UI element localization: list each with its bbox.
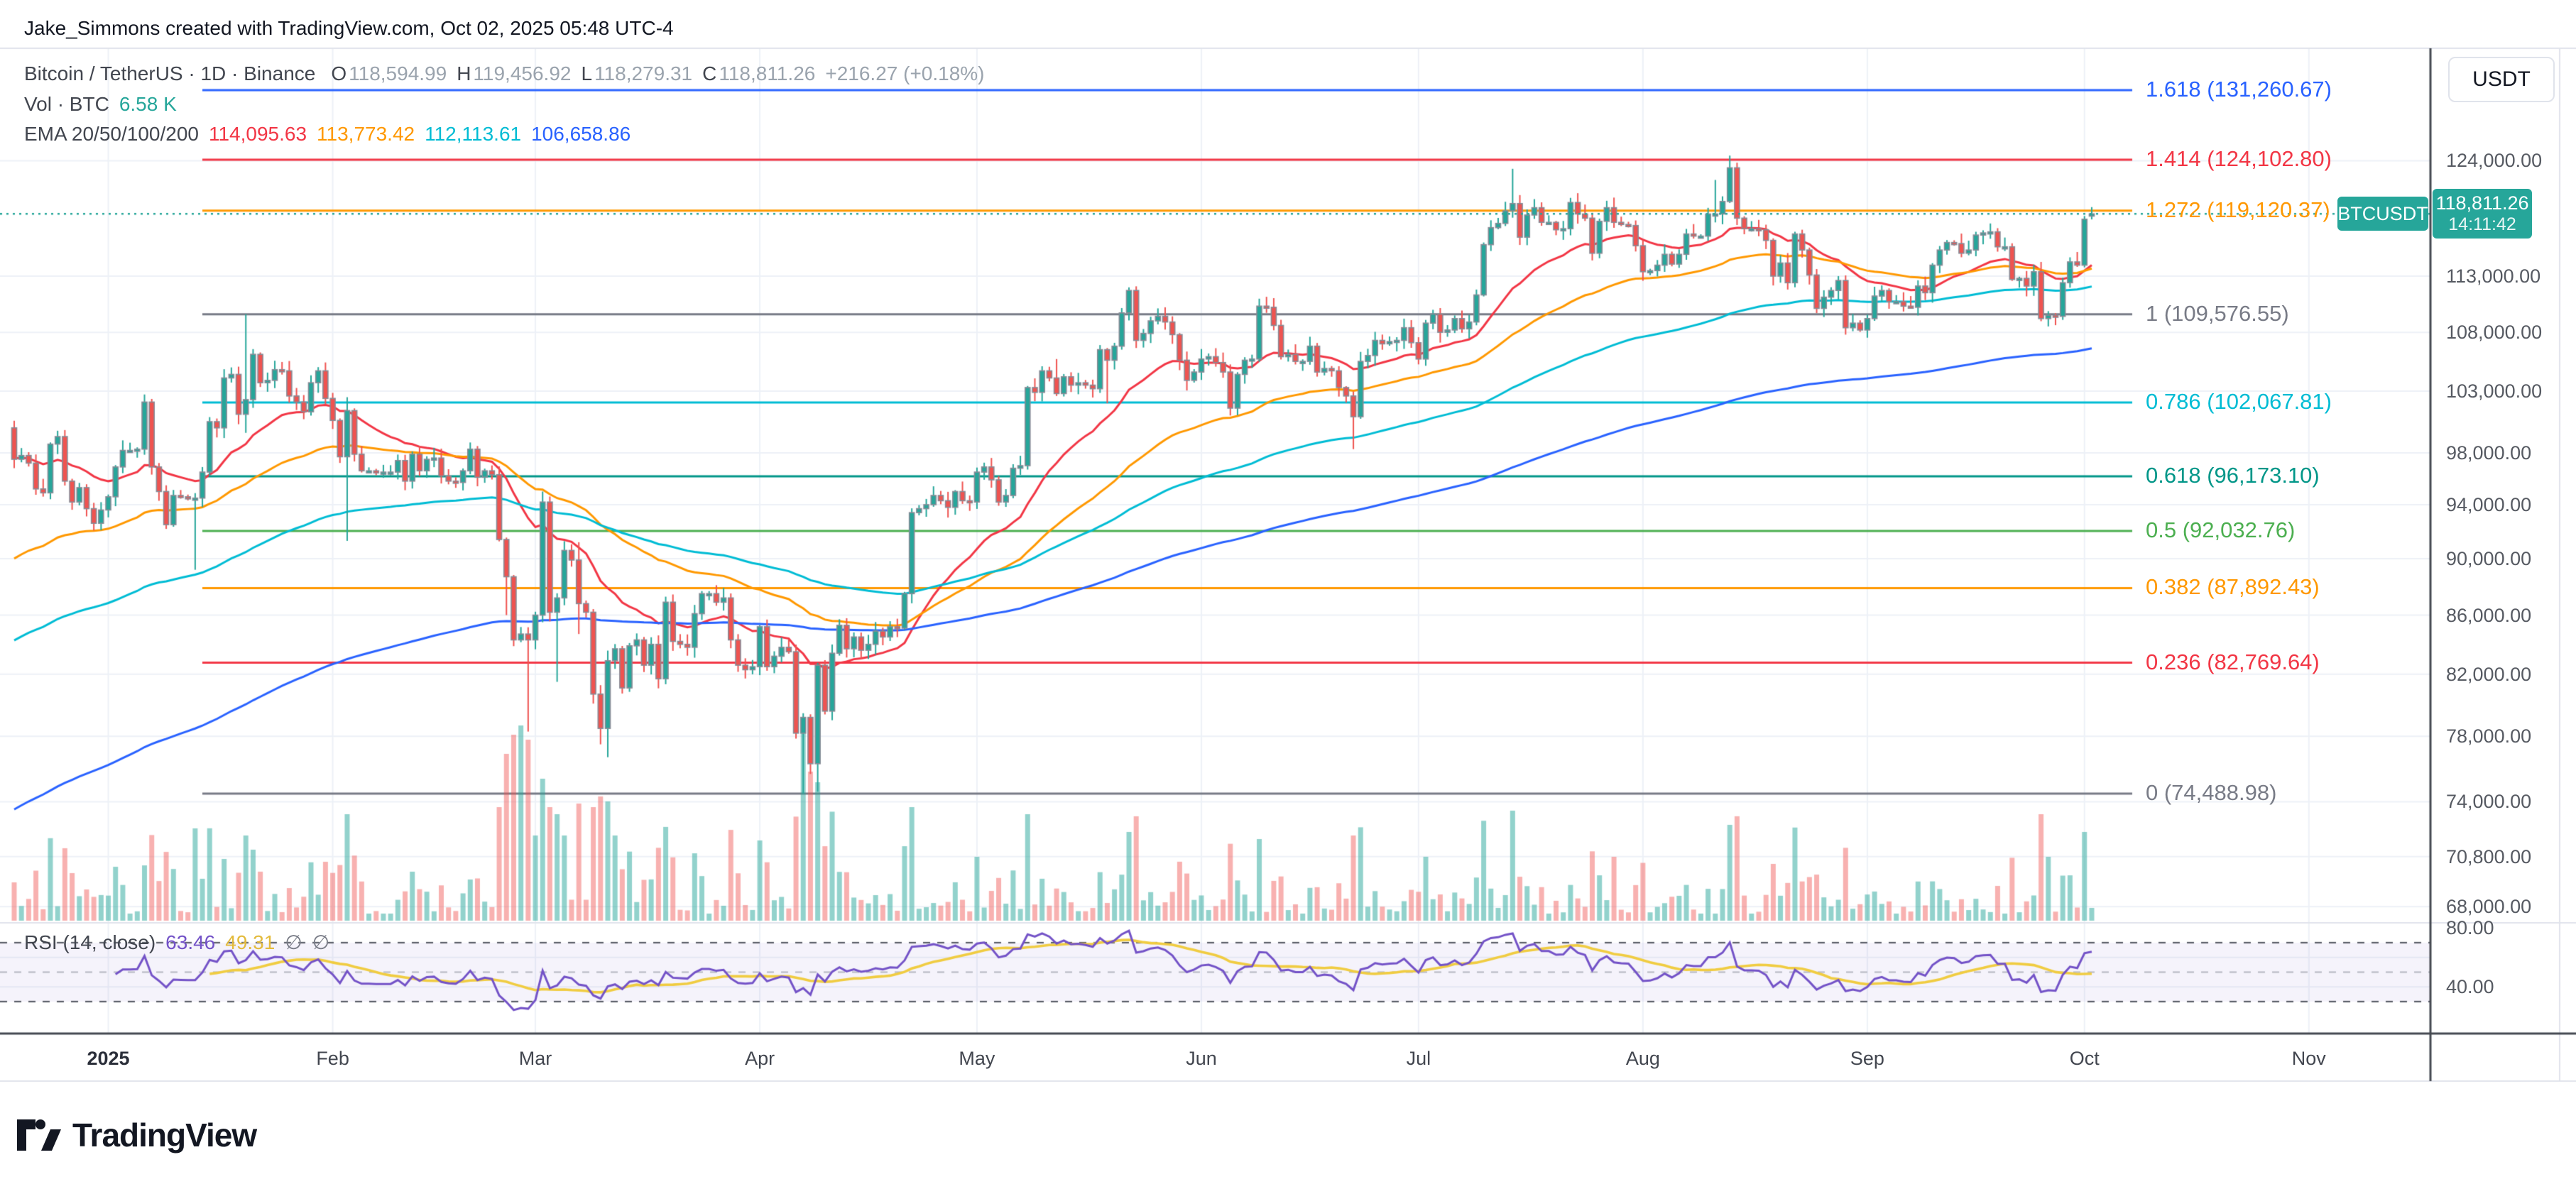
- price-tick-label: 86,000.00: [2446, 604, 2532, 626]
- price-tick-label: 74,000.00: [2446, 791, 2532, 813]
- time-axis-label-Apr: Apr: [745, 1048, 775, 1069]
- fib-level-label-0.236: 0.236 (82,769.64): [2146, 649, 2320, 674]
- time-axis-label-Jun: Jun: [1186, 1048, 1217, 1069]
- bar-close-countdown: 14:11:42: [2448, 214, 2516, 235]
- price-tick-label: 82,000.00: [2446, 663, 2532, 685]
- price-tick-label: 78,000.00: [2446, 725, 2532, 747]
- price-tick-label: 108,000.00: [2446, 322, 2543, 344]
- rsi-lower-band-empty-icon: ∅: [312, 931, 330, 953]
- low-value: L 118,279.31: [581, 62, 693, 84]
- rsi-label: RSI (14, close): [24, 931, 156, 953]
- rsi-value: 63.46: [165, 931, 216, 953]
- change-value: +216.27 (+0.18%): [825, 62, 985, 84]
- price-tick-label: 98,000.00: [2446, 442, 2532, 464]
- credit-line: Jake_Simmons created with TradingView.co…: [24, 17, 674, 39]
- tradingview-logo-text: TradingView: [72, 1117, 257, 1154]
- price-tick-label: 70,800.00: [2446, 845, 2532, 867]
- fib-level-label-1.618: 1.618 (131,260.67): [2146, 76, 2332, 102]
- volume-legend-row[interactable]: Vol · BTC 6.58 K: [24, 93, 177, 116]
- currency-usdt-button[interactable]: USDT: [2448, 57, 2555, 102]
- time-axis-label-Feb: Feb: [316, 1048, 349, 1069]
- rsi-legend-row[interactable]: RSI (14, close) 63.46 49.31 ∅ ∅: [24, 931, 329, 954]
- ema100-value: 112,113.61: [425, 123, 522, 145]
- time-axis-label-Sep: Sep: [1850, 1048, 1884, 1069]
- close-value: C 118,811.26: [702, 62, 816, 84]
- tradingview-logo-icon: [17, 1119, 61, 1151]
- time-axis-label-Aug: Aug: [1625, 1048, 1660, 1069]
- fib-level-label-0.382: 0.382 (87,892.43): [2146, 574, 2320, 600]
- ema50-value: 113,773.42: [317, 123, 415, 145]
- price-tick-label: 124,000.00: [2446, 150, 2543, 172]
- volume-value: 6.58 K: [119, 93, 177, 115]
- rsi-tick-label: 80.00: [2446, 917, 2494, 939]
- fib-level-label-1.272: 1.272 (119,120.37): [2146, 197, 2330, 222]
- time-axis-label-Nov: Nov: [2291, 1048, 2326, 1069]
- open-value: O 118,594.99: [331, 62, 447, 84]
- time-axis-label-Oct: Oct: [2069, 1048, 2100, 1069]
- time-axis-label-2025: 2025: [87, 1048, 130, 1069]
- ema-legend-row[interactable]: EMA 20/50/100/200 114,095.63 113,773.42 …: [24, 123, 631, 146]
- symbol-title: Bitcoin / TetherUS · 1D · Binance: [24, 62, 316, 84]
- ema200-value: 106,658.86: [531, 123, 631, 145]
- fib-level-label-0: 0 (74,488.98): [2146, 779, 2277, 805]
- symbol-price-badge: BTCUSDT: [2337, 197, 2428, 231]
- last-price-label: 118,811.26 14:11:42: [2433, 189, 2532, 239]
- price-tick-label: 94,000.00: [2446, 493, 2532, 515]
- fib-level-label-0.618: 0.618 (96,173.10): [2146, 462, 2320, 488]
- fib-level-label-1: 1 (109,576.55): [2146, 300, 2289, 326]
- tradingview-logo[interactable]: TradingView: [17, 1116, 257, 1154]
- high-value: H 119,456.92: [457, 62, 572, 84]
- fib-level-label-1.414: 1.414 (124,102.80): [2146, 146, 2332, 172]
- time-axis-label-Jul: Jul: [1406, 1048, 1431, 1069]
- fib-level-label-0.5: 0.5 (92,032.76): [2146, 517, 2296, 542]
- ema-label: EMA 20/50/100/200: [24, 123, 199, 145]
- rsi-ma-value: 49.31: [225, 931, 275, 953]
- price-tick-label: 103,000.00: [2446, 380, 2543, 402]
- price-tick-label: 113,000.00: [2446, 265, 2541, 287]
- ema20-value: 114,095.63: [208, 123, 307, 145]
- rsi-upper-band-empty-icon: ∅: [285, 931, 302, 953]
- volume-label: Vol · BTC: [24, 93, 109, 115]
- price-tick-label: 90,000.00: [2446, 548, 2532, 570]
- symbol-legend-row[interactable]: Bitcoin / TetherUS · 1D · Binance O 118,5…: [24, 62, 985, 85]
- fib-level-label-0.786: 0.786 (102,067.81): [2146, 388, 2332, 414]
- time-axis-label-May: May: [959, 1048, 995, 1069]
- time-axis-label-Mar: Mar: [518, 1048, 552, 1069]
- last-price-value: 118,811.26: [2435, 192, 2529, 214]
- price-tick-label: 68,000.00: [2446, 896, 2532, 918]
- rsi-tick-label: 40.00: [2446, 976, 2494, 998]
